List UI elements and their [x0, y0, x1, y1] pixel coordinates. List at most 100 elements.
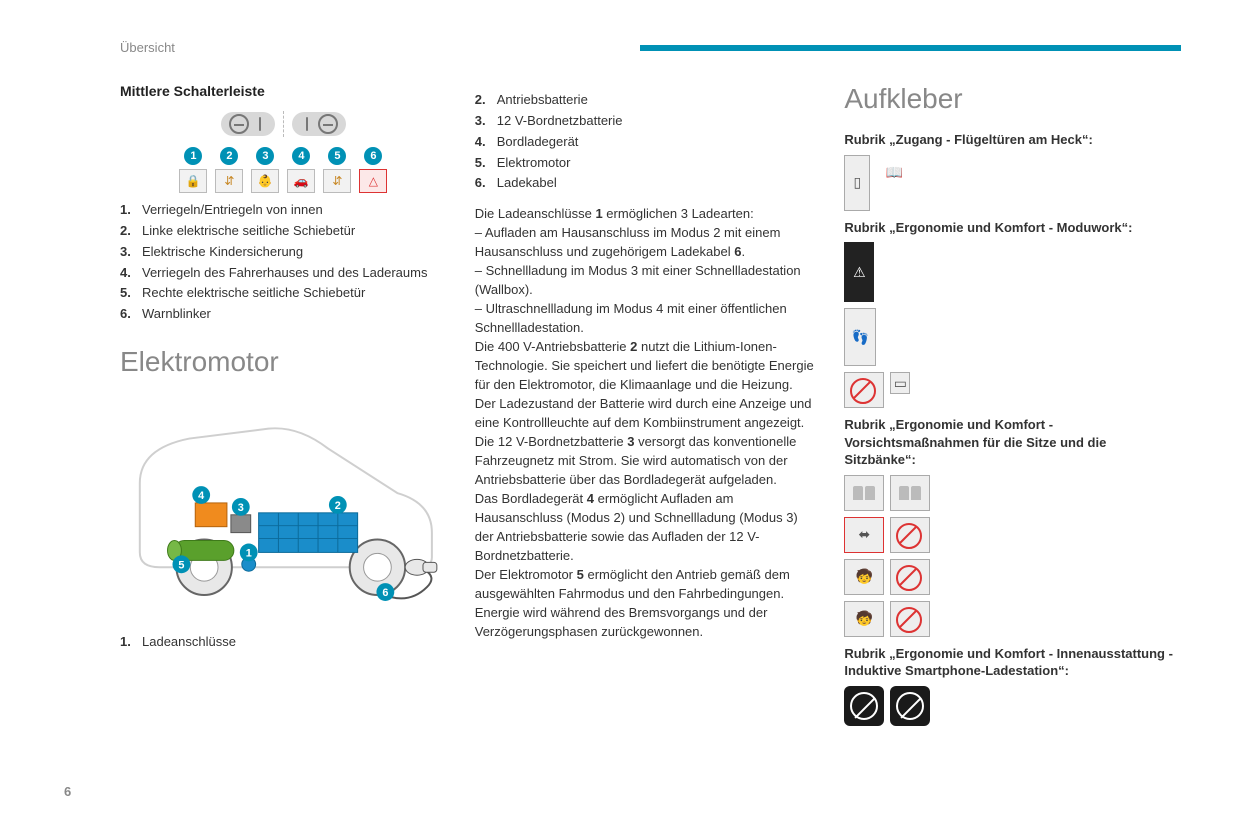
page-header: Übersicht [120, 40, 1181, 55]
legend-num: 3. [475, 112, 497, 131]
childseat-prohibit-sticker-icon [890, 559, 930, 595]
legend-item: 2.Linke elektrische seitliche Schiebetür [120, 222, 447, 241]
switch-5: 5⇵ [323, 147, 351, 193]
steering-right-variant [292, 112, 346, 136]
content-columns: Mittlere Schalterleiste 1🔒 2⇵ 3👶 4🚗 5⇵ [120, 83, 1181, 732]
legend-num: 6. [120, 305, 142, 324]
sticker-row: ▯ 📖 [844, 155, 1181, 211]
sticker-row [844, 686, 1181, 726]
header-section-label: Übersicht [120, 40, 640, 55]
legend-num: 2. [120, 222, 142, 241]
legend-text: Linke elektrische seitliche Schiebetür [142, 222, 355, 241]
switch-2: 2⇵ [215, 147, 243, 193]
seat-caution-sticker-icon: ⬌ [844, 517, 884, 553]
legend-num: 2. [475, 91, 497, 110]
switch-icons-row: 1🔒 2⇵ 3👶 4🚗 5⇵ 6△ [179, 147, 387, 193]
para: Das Bordladegerät 4 ermöglicht Aufladen … [475, 490, 817, 566]
seat-fold-sticker-icon [844, 475, 884, 511]
sticker-row: 👣 [844, 308, 1181, 366]
legend-text: Verriegeln/Entriegeln von innen [142, 201, 323, 220]
legend-num: 1. [120, 633, 142, 652]
ev-legend-part2: 2.Antriebsbatterie 3.12 V-Bordnetzbatter… [475, 91, 817, 193]
callout-badge: 6 [364, 147, 382, 165]
callout-badge: 2 [220, 147, 238, 165]
legend-text: Bordladegerät [497, 133, 579, 152]
rubric-moduwork: Rubrik „Ergonomie und Komfort - Moduwork… [844, 219, 1181, 237]
moduwork-usage-sticker-icon: 👣 [844, 308, 876, 366]
seat-prohibit-sticker-icon [890, 517, 930, 553]
legend-text: Rechte elektrische seitliche Schiebetür [142, 284, 365, 303]
para: – Ultraschnellladung im Modus 4 mit eine… [475, 300, 817, 338]
legend-item: 3.Elektrische Kindersicherung [120, 243, 447, 262]
left-door-switch-icon: ⇵ [215, 169, 243, 193]
wireless-prohibit-sticker-icon [844, 686, 884, 726]
switch-6: 6△ [359, 147, 387, 193]
callout-2: 2 [335, 500, 341, 512]
steering-left-variant [221, 112, 275, 136]
wireless-prohibit-sticker-icon [890, 686, 930, 726]
column-middle: 2.Antriebsbatterie 3.12 V-Bordnetzbatter… [475, 83, 817, 732]
callout-4: 4 [198, 490, 204, 502]
legend-item: 5.Elektromotor [475, 154, 817, 173]
right-door-switch-icon: ⇵ [323, 169, 351, 193]
ev-legend-part1: 1.Ladeanschlüsse [120, 633, 447, 652]
manual-small-icon: ▭ [890, 372, 910, 394]
callout-1: 1 [246, 547, 252, 559]
legend-item: 1.Verriegeln/Entriegeln von innen [120, 201, 447, 220]
switchpanel-title: Mittlere Schalterleiste [120, 83, 447, 99]
column-right: Aufkleber Rubrik „Zugang - Flügeltüren a… [844, 83, 1181, 732]
column-left: Mittlere Schalterleiste 1🔒 2⇵ 3👶 4🚗 5⇵ [120, 83, 447, 732]
steering-wheel-icon [318, 114, 338, 134]
legend-num: 4. [475, 133, 497, 152]
legend-num: 4. [120, 264, 142, 283]
callout-badge: 4 [292, 147, 310, 165]
no-tie-sticker-icon [844, 372, 884, 408]
lock-switch-icon: 🔒 [179, 169, 207, 193]
childseat-sticker-icon: 🧒 [844, 601, 884, 637]
sticker-row: 🧒 [844, 601, 1181, 637]
steering-wheel-icon [229, 114, 249, 134]
legend-num: 5. [475, 154, 497, 173]
ev-description: Die Ladeanschlüsse 1 ermöglichen 3 Ladea… [475, 205, 817, 641]
legend-num: 1. [120, 201, 142, 220]
manual-reference-icon: 📖 [876, 155, 912, 191]
header-accent-bar [640, 45, 1181, 51]
legend-text: Ladekabel [497, 174, 557, 193]
cabin-lock-switch-icon: 🚗 [287, 169, 315, 193]
stickers-heading: Aufkleber [844, 83, 1181, 115]
legend-item: 6.Ladekabel [475, 174, 817, 193]
callout-badge: 3 [256, 147, 274, 165]
gear-lever-icon [259, 117, 261, 131]
legend-text: Verriegeln des Fahrerhauses und des Lade… [142, 264, 427, 283]
rubric-wireless-charger: Rubrik „Ergonomie und Komfort - Innenaus… [844, 645, 1181, 680]
para: Die Ladeanschlüsse 1 ermöglichen 3 Ladea… [475, 205, 817, 224]
switchpanel-legend: 1.Verriegeln/Entriegeln von innen 2.Link… [120, 201, 447, 324]
legend-text: Antriebsbatterie [497, 91, 588, 110]
legend-num: 3. [120, 243, 142, 262]
rubric-seats: Rubrik „Ergonomie und Komfort - Vorsicht… [844, 416, 1181, 469]
sticker-row: ▭ [844, 372, 1181, 408]
callout-6: 6 [382, 587, 388, 599]
para: Die 400 V-Antriebsbatterie 2 nutzt die L… [475, 338, 817, 433]
switch-4: 4🚗 [287, 147, 315, 193]
switch-3: 3👶 [251, 147, 279, 193]
sticker-row: 🧒 [844, 559, 1181, 595]
seat-fold-sticker-icon [890, 475, 930, 511]
sticker-row: ⬌ [844, 517, 1181, 553]
legend-num: 6. [475, 174, 497, 193]
legend-item: 1.Ladeanschlüsse [120, 633, 447, 652]
legend-item: 2.Antriebsbatterie [475, 91, 817, 110]
moduwork-warning-sticker-icon: ⚠ [844, 242, 874, 302]
legend-item: 4.Verriegeln des Fahrerhauses und des La… [120, 264, 447, 283]
electromotor-heading: Elektromotor [120, 346, 447, 378]
switch-1: 1🔒 [179, 147, 207, 193]
page-number: 6 [64, 784, 71, 799]
childseat-prohibit-sticker-icon [890, 601, 930, 637]
legend-item: 6.Warnblinker [120, 305, 447, 324]
childlock-switch-icon: 👶 [251, 169, 279, 193]
legend-item: 5.Rechte elektrische seitliche Schiebetü… [120, 284, 447, 303]
callout-5: 5 [178, 559, 184, 571]
switchpanel-diagram: 1🔒 2⇵ 3👶 4🚗 5⇵ 6△ [120, 111, 447, 193]
legend-text: Elektromotor [497, 154, 571, 173]
steering-variants-row [221, 111, 346, 137]
